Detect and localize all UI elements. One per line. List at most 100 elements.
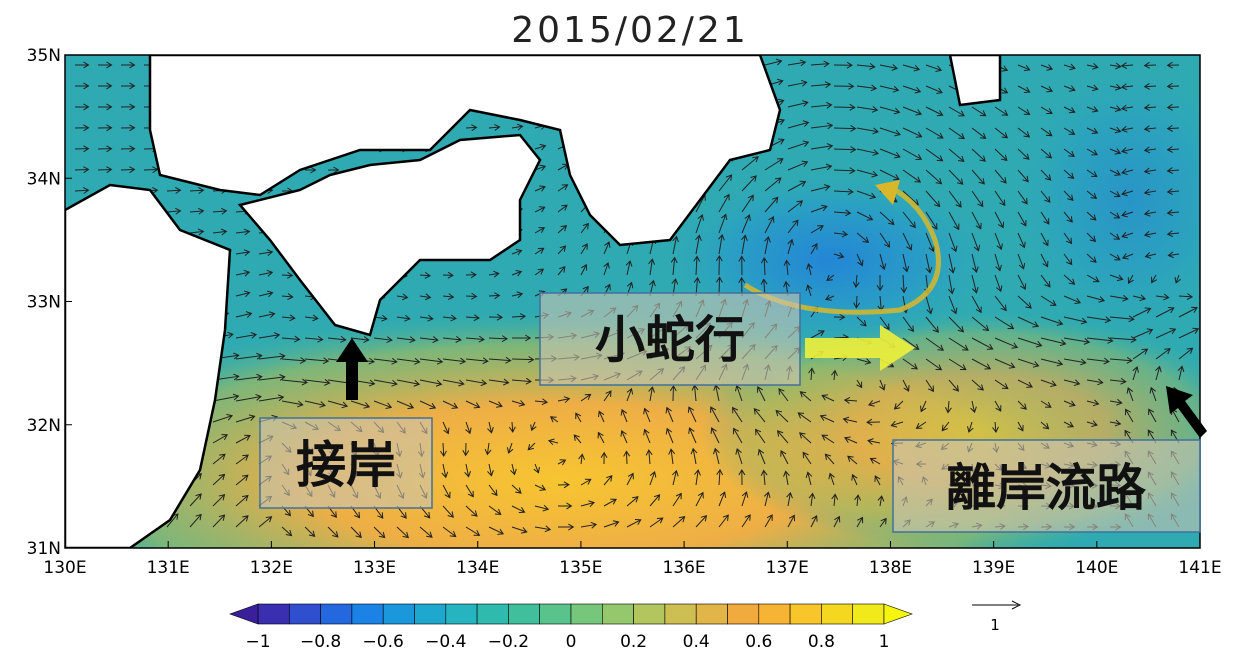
current-vector xyxy=(994,190,1006,207)
field xyxy=(65,55,1200,548)
current-vector xyxy=(1178,347,1194,360)
kyushu xyxy=(65,183,232,548)
current-vector xyxy=(879,253,887,271)
current-vector xyxy=(786,491,793,507)
current-vector xyxy=(1017,85,1031,93)
current-vector xyxy=(831,369,838,381)
colorbar-cell xyxy=(382,603,415,625)
annotation: 接岸 xyxy=(296,436,396,494)
current-vector xyxy=(948,169,964,185)
current-vector xyxy=(1017,337,1043,348)
pointer-arrow xyxy=(336,338,368,400)
colorbar-cell xyxy=(445,603,478,625)
colorbar-extend xyxy=(229,603,259,625)
current-vector xyxy=(488,124,501,131)
current-vector xyxy=(695,514,708,528)
current-vector xyxy=(1063,295,1082,305)
current-vector xyxy=(799,391,812,402)
current-vector xyxy=(304,526,316,538)
current-vector xyxy=(1166,230,1180,238)
current-vector xyxy=(510,463,517,476)
current-vector xyxy=(580,521,598,529)
current-vector xyxy=(925,106,944,117)
colorbar-tick-label: 0.8 xyxy=(808,632,835,652)
annotations: 小蛇行 接岸 離岸流路 xyxy=(259,180,1207,533)
current-vector xyxy=(1109,190,1121,198)
current-vector xyxy=(166,207,182,215)
current-vector xyxy=(1109,169,1121,176)
current-vector xyxy=(1017,64,1031,72)
current-vector xyxy=(787,100,809,108)
current-vector xyxy=(603,498,617,507)
current-vector xyxy=(994,169,1007,184)
current-vector xyxy=(396,336,416,344)
current-vector xyxy=(971,190,984,208)
current-vector xyxy=(557,502,573,510)
current-vector xyxy=(925,148,944,162)
colorbar-tick-label: 0.6 xyxy=(745,632,772,652)
current-vector xyxy=(580,263,588,276)
current-vector xyxy=(442,314,457,322)
current-vector xyxy=(833,252,845,259)
current-vector xyxy=(235,249,251,256)
current-vector xyxy=(1132,365,1139,381)
current-vector xyxy=(534,504,550,512)
current-vector xyxy=(1017,127,1031,138)
current-vector xyxy=(419,357,444,365)
colorbar-cell xyxy=(257,603,290,625)
current-vector xyxy=(350,526,362,539)
current-vector xyxy=(465,526,481,536)
y-tick-label: 34N xyxy=(27,169,61,189)
current-vector xyxy=(1086,316,1112,324)
x-tick-label: 131E xyxy=(147,558,190,578)
current-vector xyxy=(971,379,984,391)
current-vector xyxy=(787,514,796,528)
colorbar-cell xyxy=(288,603,321,625)
current-vector xyxy=(877,495,885,507)
reference-vector: 1 xyxy=(972,600,1022,634)
current-vector xyxy=(893,400,904,410)
current-vector xyxy=(763,491,771,507)
current-vector xyxy=(1166,188,1180,196)
current-vector xyxy=(833,146,857,153)
current-vector xyxy=(1086,420,1098,427)
current-vector xyxy=(281,293,294,300)
current-vector xyxy=(304,379,331,386)
current-vector xyxy=(281,271,294,279)
current-vector xyxy=(488,400,503,408)
current-vector xyxy=(442,421,450,435)
x-tick-label: 135E xyxy=(559,558,602,578)
title: 2015/02/21 xyxy=(511,10,749,51)
current-vector xyxy=(783,259,791,276)
current-vector xyxy=(1040,106,1053,115)
current-vector xyxy=(668,448,676,465)
current-vector xyxy=(212,393,240,402)
current-vector xyxy=(600,451,608,465)
current-vector xyxy=(396,357,421,365)
current-vector xyxy=(1143,188,1157,196)
current-vector xyxy=(580,500,595,508)
current-vector xyxy=(902,127,923,138)
current-vector xyxy=(902,64,921,72)
current-vector xyxy=(1017,232,1026,249)
current-vector xyxy=(1166,82,1180,90)
current-vector xyxy=(1017,253,1026,270)
current-vector xyxy=(925,85,943,95)
x-tick-label: 133E xyxy=(353,558,396,578)
current-vector xyxy=(97,124,113,132)
current-vector xyxy=(465,357,489,365)
current-vector xyxy=(1109,232,1121,240)
current-vector xyxy=(925,253,933,274)
current-vector xyxy=(643,407,651,423)
current-vector xyxy=(810,163,833,171)
current-vector xyxy=(1086,190,1098,199)
current-vector xyxy=(853,295,861,309)
current-vector xyxy=(948,232,958,253)
current-vector xyxy=(1143,209,1157,217)
current-vector xyxy=(1017,358,1040,368)
current-vector xyxy=(833,209,852,217)
current-vector xyxy=(902,85,922,94)
current-vector xyxy=(1120,83,1134,91)
current-vector xyxy=(764,177,782,192)
current-vector xyxy=(994,253,1002,272)
